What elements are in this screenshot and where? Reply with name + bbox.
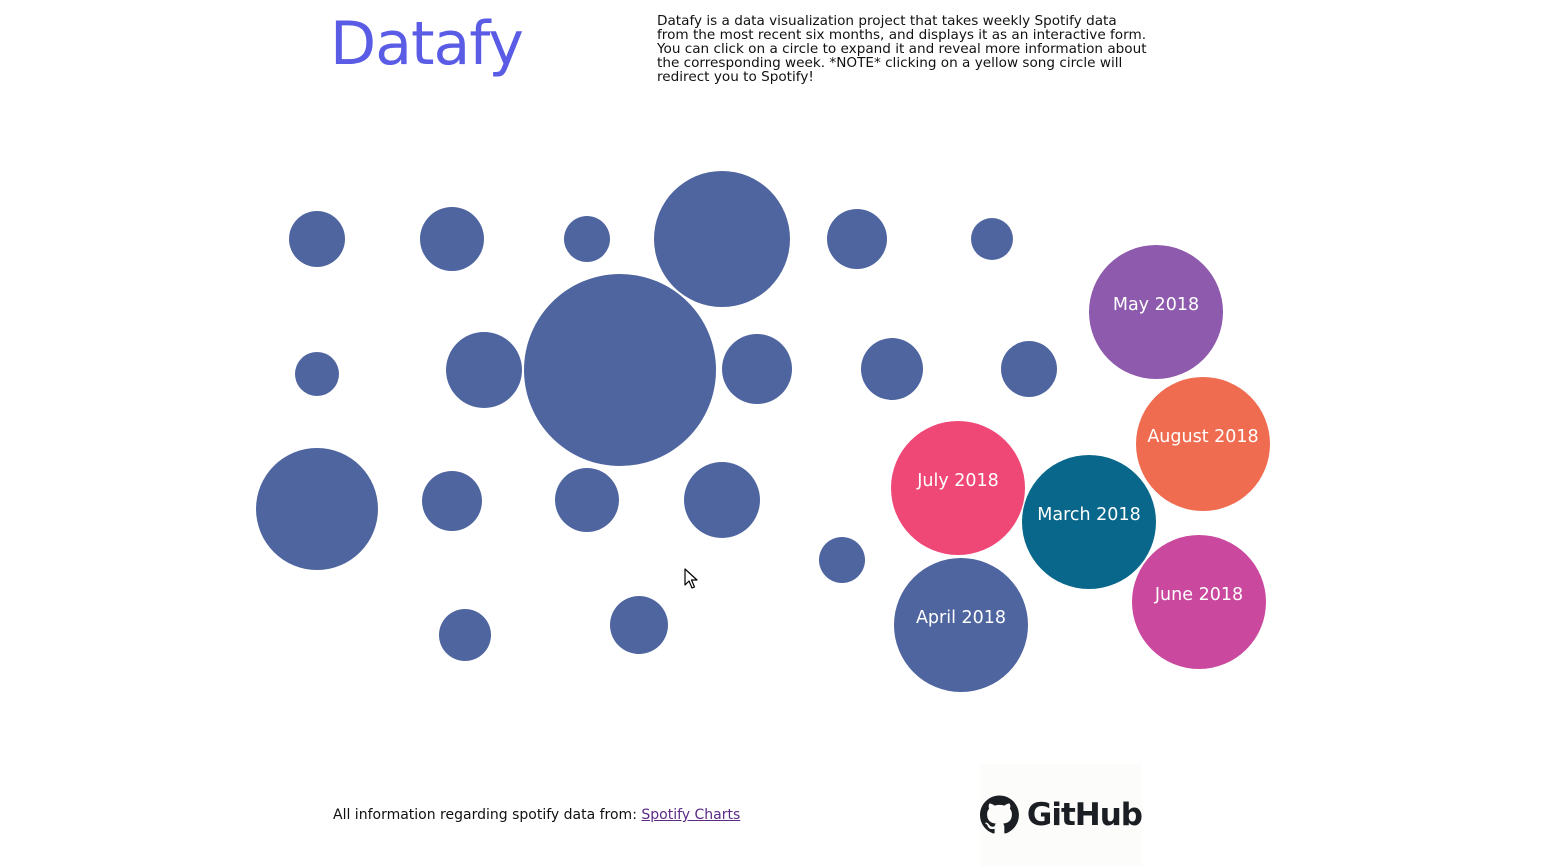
week-bubble[interactable] <box>524 274 716 466</box>
mouse-cursor-icon <box>684 568 698 589</box>
week-bubble[interactable] <box>684 462 760 538</box>
week-bubble[interactable] <box>1001 341 1057 397</box>
week-bubble[interactable] <box>446 332 522 408</box>
week-bubbles <box>256 171 1057 661</box>
week-bubble[interactable] <box>971 218 1013 260</box>
week-bubble[interactable] <box>295 352 339 396</box>
site-logo: Datafy <box>330 9 524 79</box>
week-bubble[interactable] <box>654 171 790 307</box>
data-credit-text: All information regarding spotify data f… <box>333 807 642 823</box>
week-bubble[interactable] <box>827 209 887 269</box>
week-bubble[interactable] <box>555 468 619 532</box>
spotify-charts-link[interactable]: Spotify Charts <box>641 807 741 823</box>
week-bubble[interactable] <box>420 207 484 271</box>
month-bubble-april-circle[interactable] <box>894 558 1028 692</box>
data-credit: All information regarding spotify data f… <box>333 807 740 823</box>
month-bubble-july[interactable]: July 2018 <box>891 421 1025 555</box>
month-bubble-august-circle[interactable] <box>1136 377 1270 511</box>
week-bubble[interactable] <box>422 471 482 531</box>
month-bubble-july-circle[interactable] <box>891 421 1025 555</box>
project-description: Datafy is a data visualization project t… <box>657 13 1147 85</box>
github-wordmark: GitHub <box>1026 797 1143 833</box>
github-link[interactable]: GitHub <box>980 764 1143 866</box>
month-bubble-may-circle[interactable] <box>1089 245 1223 379</box>
month-bubble-march[interactable]: March 2018 <box>1022 455 1156 589</box>
month-bubble-april[interactable]: April 2018 <box>894 558 1028 692</box>
github-octocat-icon <box>980 795 1019 834</box>
week-bubble[interactable] <box>819 537 865 583</box>
month-bubble-august[interactable]: August 2018 <box>1136 377 1270 511</box>
week-bubble[interactable] <box>289 211 345 267</box>
week-bubble[interactable] <box>439 609 491 661</box>
week-bubble[interactable] <box>564 216 610 262</box>
week-bubble[interactable] <box>722 334 792 404</box>
week-bubble[interactable] <box>861 338 923 400</box>
week-bubble[interactable] <box>256 448 378 570</box>
month-bubble-june[interactable]: June 2018 <box>1132 535 1266 669</box>
week-bubble[interactable] <box>610 596 668 654</box>
month-bubble-march-circle[interactable] <box>1022 455 1156 589</box>
month-bubbles: May 2018 August 2018 July 2018 March 201… <box>891 245 1270 692</box>
month-bubble-may[interactable]: May 2018 <box>1089 245 1223 379</box>
month-bubble-june-circle[interactable] <box>1132 535 1266 669</box>
